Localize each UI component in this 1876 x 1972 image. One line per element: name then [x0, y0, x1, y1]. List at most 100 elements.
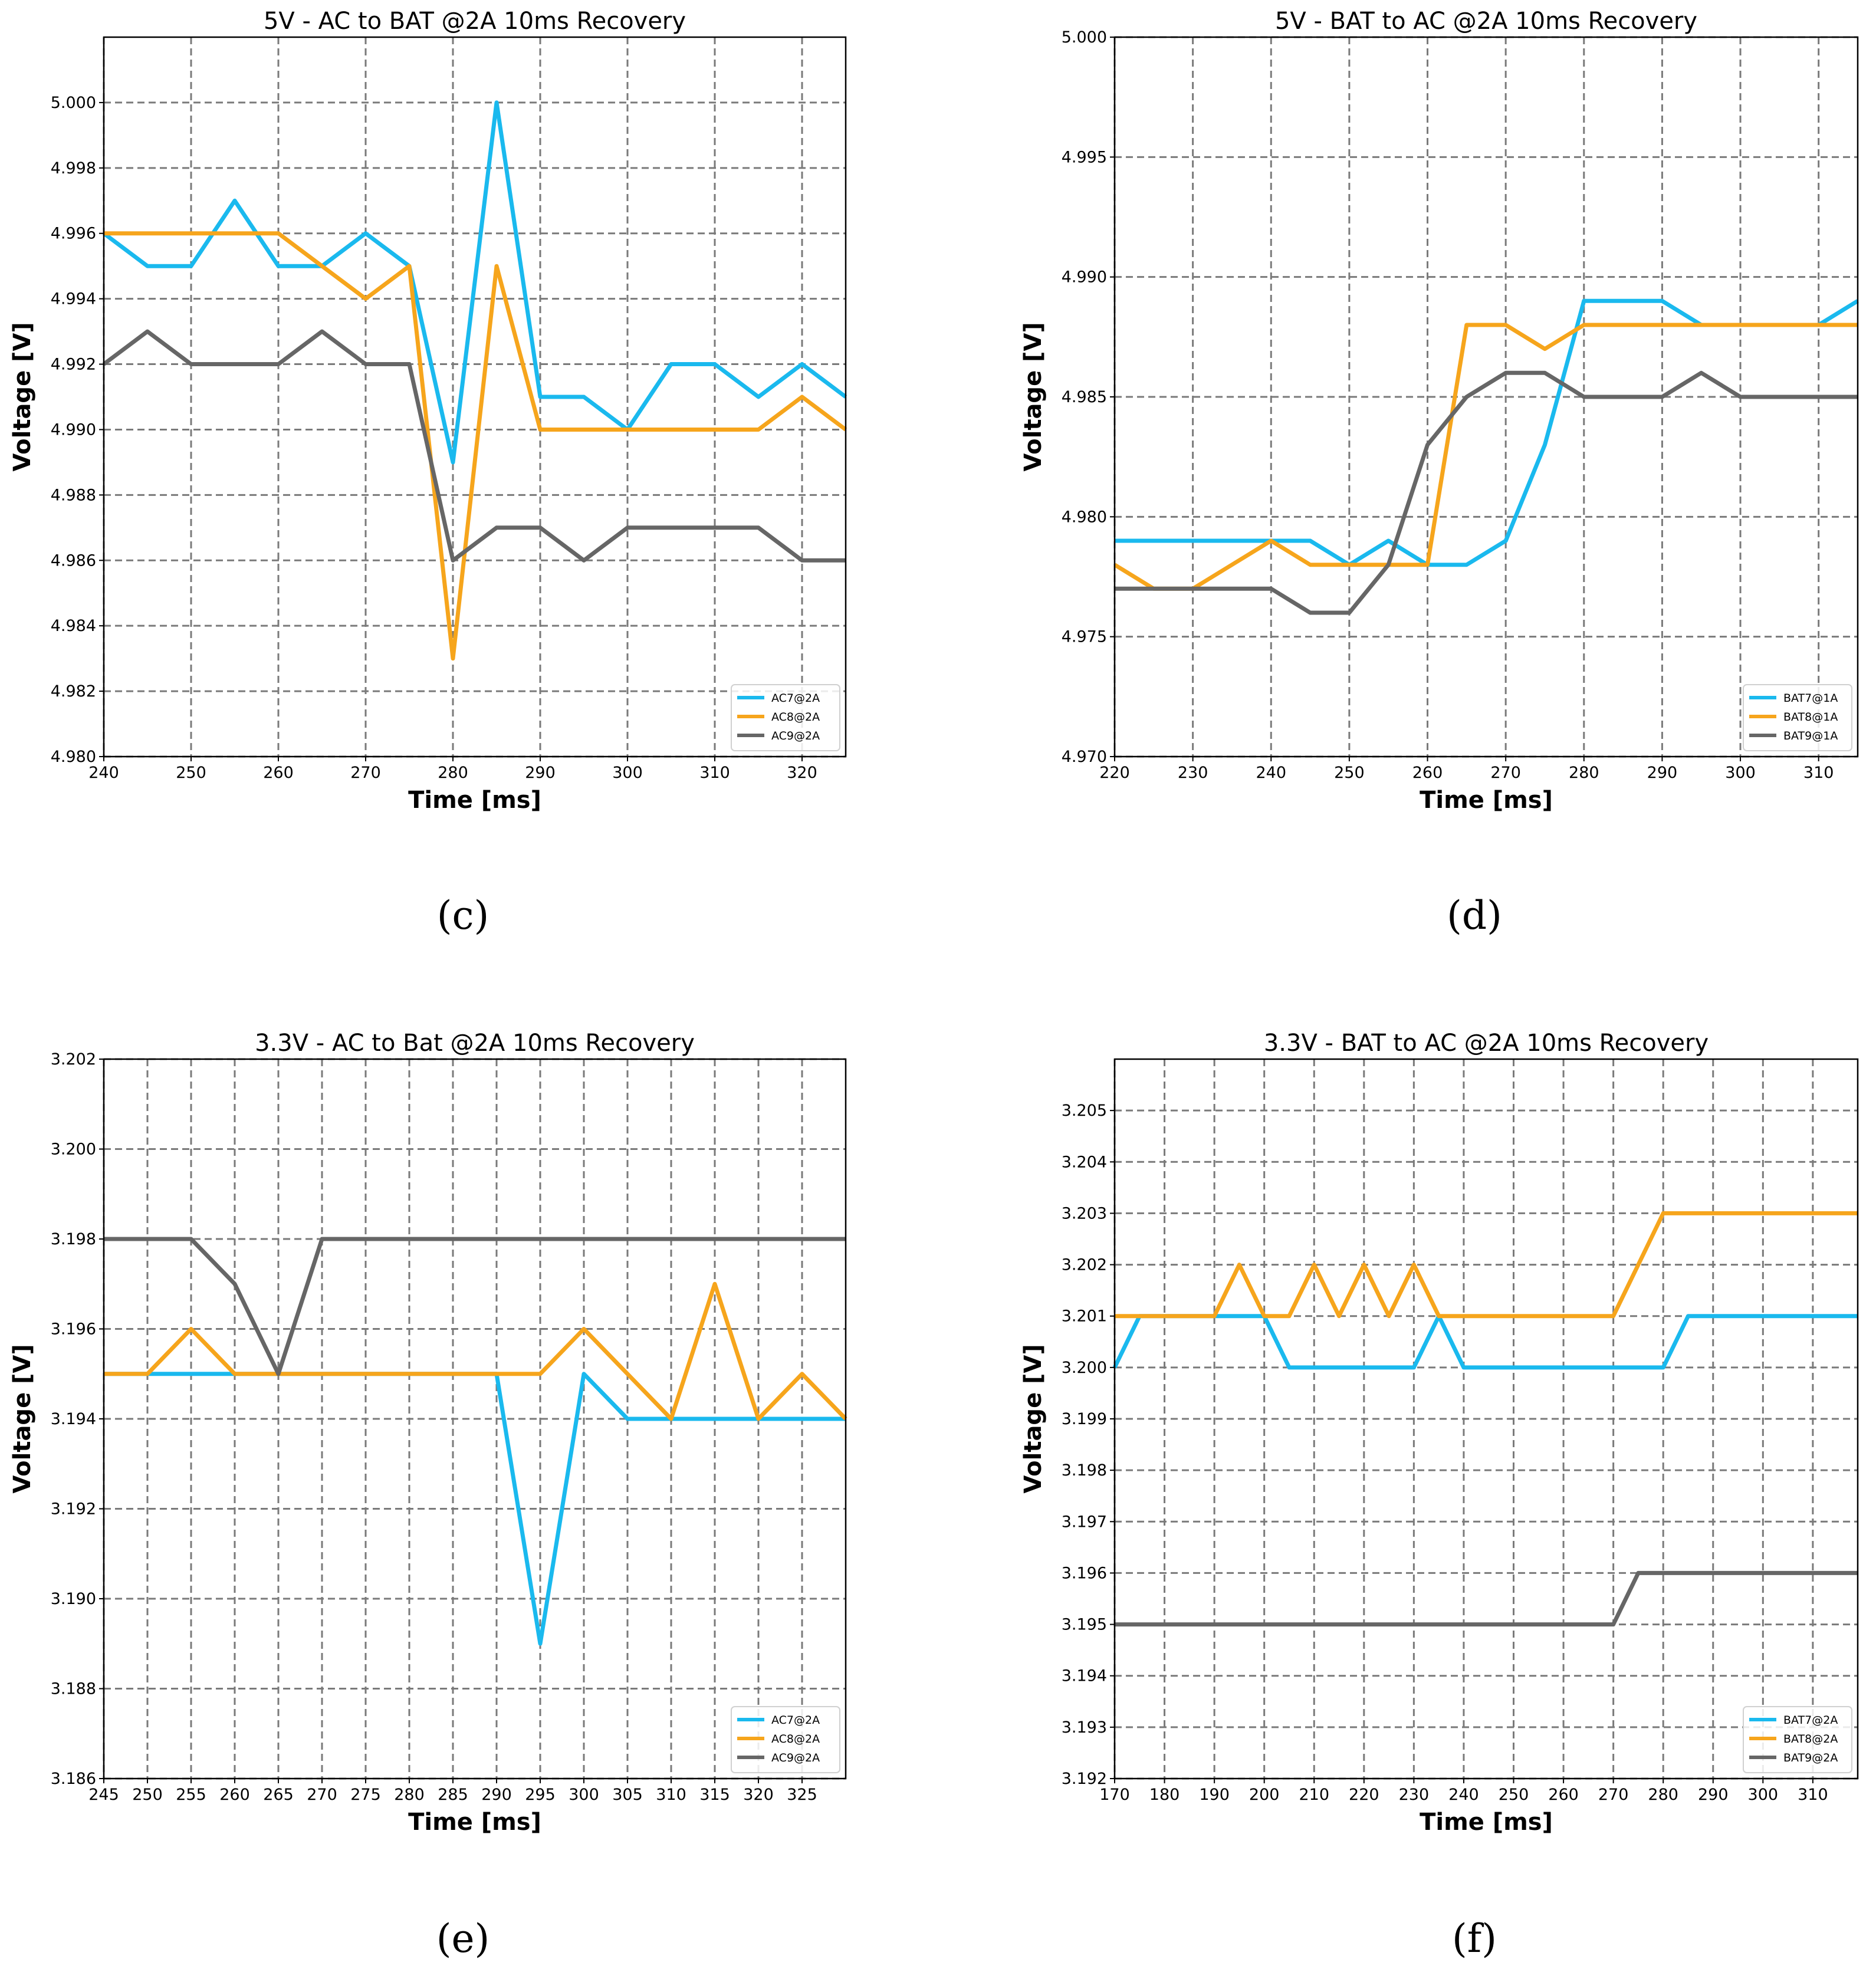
- x-tick-label: 320: [743, 1786, 774, 1804]
- chart-panel-d: 220 230 240 250 260 270 280 290 300 310 4.970 4.975…: [1020, 8, 1859, 938]
- legend: AC7@2A AC8@2A AC9@2A: [731, 684, 840, 751]
- x-axis-label: Time [ms]: [1420, 1809, 1553, 1836]
- x-axis-label: Time [ms]: [1420, 787, 1553, 814]
- x-tick-label: 180: [1149, 1786, 1180, 1804]
- y-tick-label: 3.188: [51, 1680, 96, 1698]
- y-tick-label: 3.186: [51, 1770, 96, 1788]
- x-tick-label: 250: [1499, 1786, 1529, 1804]
- y-tick-label: 3.196: [51, 1320, 96, 1339]
- y-tick-label: 3.194: [1062, 1667, 1107, 1685]
- x-tick-label: 280: [1648, 1786, 1678, 1804]
- legend-label: AC8@2A: [771, 1733, 820, 1746]
- y-tick-label: 3.199: [1062, 1410, 1107, 1428]
- legend: BAT7@2A BAT8@2A BAT9@2A: [1743, 1706, 1852, 1773]
- x-tick-label: 270: [1598, 1786, 1629, 1804]
- x-tick-label: 220: [1099, 764, 1130, 782]
- x-tick-label: 220: [1349, 1786, 1379, 1804]
- x-axis-label: Time [ms]: [408, 1809, 541, 1836]
- x-tick-label: 260: [263, 764, 294, 782]
- legend-label: BAT8@1A: [1783, 711, 1838, 724]
- legend-label: BAT8@2A: [1783, 1733, 1838, 1746]
- x-tick-label: 300: [569, 1786, 599, 1804]
- plot-frame: [103, 36, 847, 758]
- x-tick-label: 190: [1199, 1786, 1230, 1804]
- x-tick-label: 270: [307, 1786, 337, 1804]
- chart-title: 3.3V - BAT to AC @2A 10ms Recovery: [1264, 1030, 1709, 1057]
- x-tick-label: 290: [1647, 764, 1678, 782]
- legend: AC7@2A AC8@2A AC9@2A: [731, 1706, 840, 1773]
- plot-area: [104, 37, 846, 757]
- x-tick-label: 260: [1412, 764, 1443, 782]
- panel-caption: (f): [1452, 1916, 1497, 1961]
- series-line-AC7@2A: [102, 100, 847, 465]
- y-tick-label: 4.982: [51, 682, 96, 701]
- y-tick-label: 3.193: [1062, 1718, 1107, 1737]
- y-tick-label: 4.980: [51, 748, 96, 766]
- series-line-BAT7@2A: [1112, 1314, 1858, 1370]
- y-tick-label: 4.992: [51, 356, 96, 374]
- y-axis-label: Voltage [V]: [1020, 322, 1047, 471]
- y-tick-label: 4.984: [51, 617, 96, 635]
- y-tick-label: 4.986: [51, 551, 96, 570]
- x-tick-label: 250: [1334, 764, 1365, 782]
- x-tick-label: 260: [219, 1786, 250, 1804]
- legend-label: BAT7@2A: [1783, 1714, 1838, 1727]
- y-tick-label: 3.203: [1062, 1204, 1107, 1222]
- y-tick-label: 3.202: [51, 1050, 96, 1069]
- y-tick-label: 4.996: [51, 225, 96, 243]
- x-tick-label: 310: [1798, 1786, 1828, 1804]
- legend-label: AC8@2A: [771, 711, 820, 724]
- x-tick-label: 325: [787, 1786, 817, 1804]
- panel-caption: (e): [436, 1916, 490, 1961]
- y-tick-label: 4.994: [51, 290, 96, 308]
- x-tick-label: 240: [1448, 1786, 1479, 1804]
- x-tick-label: 320: [787, 764, 817, 782]
- y-tick-label: 4.995: [1062, 148, 1107, 166]
- x-tick-label: 310: [656, 1786, 686, 1804]
- y-tick-label: 3.198: [1062, 1461, 1107, 1480]
- x-tick-label: 290: [481, 1786, 512, 1804]
- x-axis-label: Time [ms]: [408, 787, 541, 814]
- series-line-AC8@2A: [104, 231, 847, 661]
- x-tick-label: 280: [394, 1786, 425, 1804]
- y-tick-label: 3.194: [51, 1410, 96, 1428]
- chart-panel-e: 245 250 255 260 265 270 275 280 285 290 295 300 305 3…: [9, 1030, 847, 1961]
- y-tick-label: 4.975: [1062, 628, 1107, 646]
- y-tick-label: 3.192: [1062, 1770, 1107, 1788]
- y-tick-label: 3.200: [51, 1141, 96, 1159]
- chart-panel-f: 170 180 190 200 210 220 230 240 250 260 270 280 290 3…: [1020, 1030, 1859, 1961]
- y-tick-label: 4.998: [51, 159, 96, 178]
- series-line-AC9@2A: [102, 329, 846, 563]
- x-tick-label: 310: [1803, 764, 1834, 782]
- y-tick-label: 4.990: [1062, 268, 1107, 287]
- legend-label: BAT7@1A: [1783, 692, 1838, 705]
- x-tick-label: 315: [699, 1786, 730, 1804]
- y-tick-label: 3.192: [51, 1500, 96, 1519]
- x-tick-label: 245: [88, 1786, 119, 1804]
- y-tick-label: 3.201: [1062, 1307, 1107, 1326]
- chart-title: 5V - BAT to AC @2A 10ms Recovery: [1275, 8, 1697, 35]
- y-axis-label: Voltage [V]: [9, 1344, 36, 1493]
- y-tick-label: 3.195: [1062, 1616, 1107, 1634]
- x-tick-label: 305: [612, 1786, 643, 1804]
- y-tick-label: 3.197: [1062, 1513, 1107, 1531]
- x-tick-label: 270: [350, 764, 381, 782]
- x-tick-label: 230: [1399, 1786, 1430, 1804]
- legend-label: BAT9@1A: [1783, 729, 1838, 742]
- panel-caption: (d): [1447, 893, 1502, 938]
- x-tick-label: 230: [1178, 764, 1208, 782]
- series-line-AC8@2A: [104, 1281, 847, 1421]
- y-tick-label: 5.000: [1062, 28, 1107, 47]
- y-axis-label: Voltage [V]: [1020, 1344, 1047, 1493]
- legend-label: AC9@2A: [771, 729, 820, 742]
- legend-label: AC9@2A: [771, 1751, 820, 1764]
- x-tick-label: 290: [1698, 1786, 1729, 1804]
- x-tick-label: 275: [350, 1786, 381, 1804]
- x-tick-label: 310: [699, 764, 730, 782]
- y-tick-label: 4.988: [51, 486, 96, 504]
- y-tick-label: 5.000: [51, 94, 96, 112]
- y-tick-label: 4.970: [1062, 748, 1107, 766]
- series-line-AC9@2A: [104, 1237, 846, 1376]
- y-tick-label: 4.985: [1062, 388, 1107, 406]
